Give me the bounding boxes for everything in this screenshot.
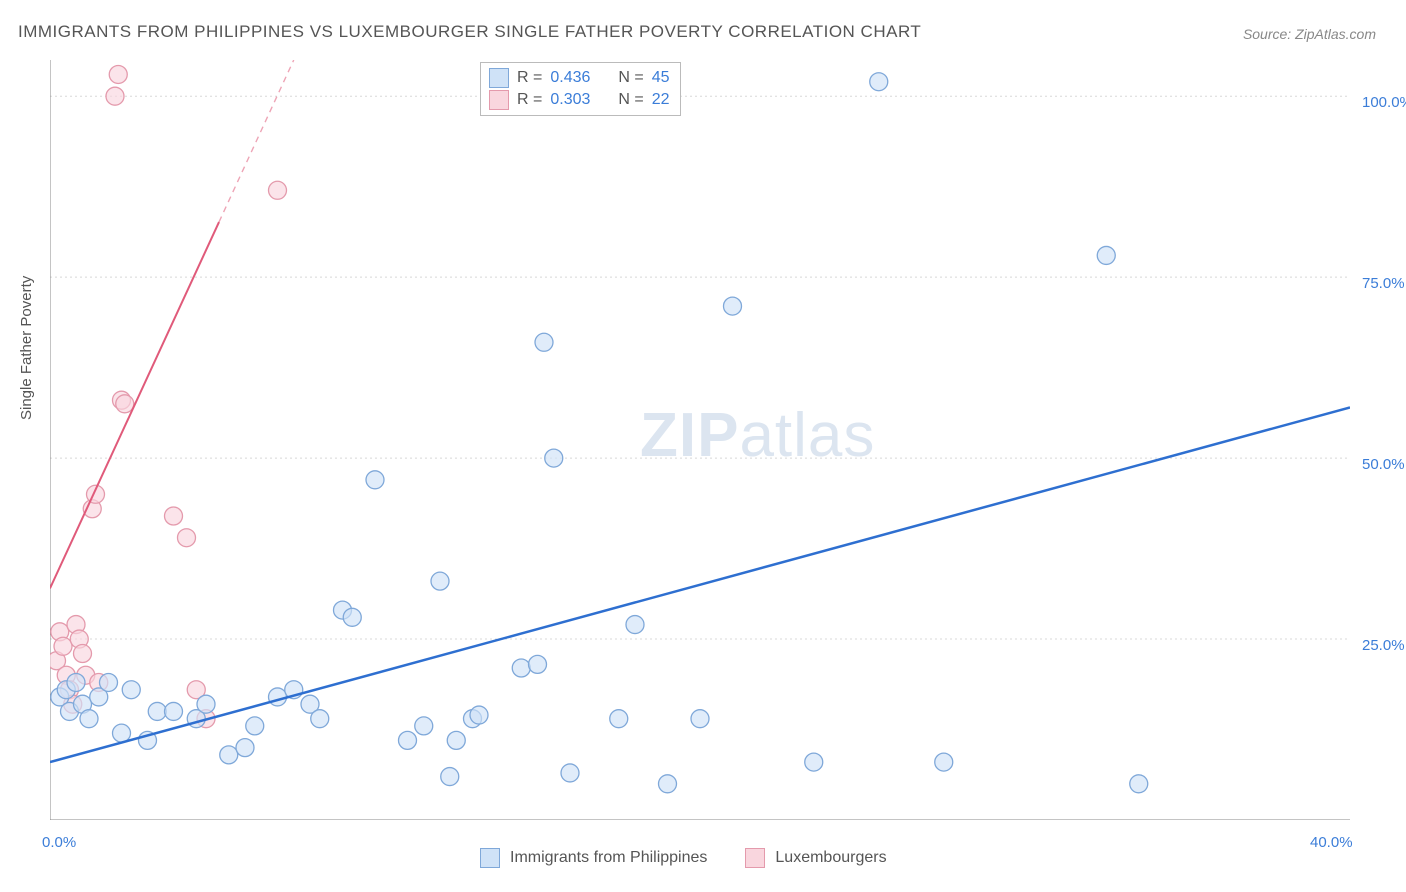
y-tick-label: 100.0% bbox=[1362, 94, 1406, 111]
legend-r-label: R = bbox=[517, 69, 542, 87]
legend-swatch bbox=[489, 90, 509, 110]
legend-n-label: N = bbox=[618, 91, 643, 109]
series-legend: Immigrants from Philippines Luxembourgers bbox=[480, 848, 915, 868]
legend-swatch bbox=[745, 848, 765, 868]
legend-series-label: Luxembourgers bbox=[775, 849, 886, 867]
legend-swatch bbox=[489, 68, 509, 88]
legend-series-label: Immigrants from Philippines bbox=[510, 849, 707, 867]
y-tick-label: 25.0% bbox=[1362, 637, 1405, 654]
legend-swatch bbox=[480, 848, 500, 868]
x-tick-label: 40.0% bbox=[1310, 834, 1353, 851]
x-tick-label: 0.0% bbox=[42, 834, 76, 851]
legend-n-value: 22 bbox=[652, 91, 670, 109]
y-tick-label: 75.0% bbox=[1362, 275, 1405, 292]
legend-row: R = 0.436 N = 45 bbox=[489, 67, 670, 89]
legend-r-value: 0.303 bbox=[550, 91, 590, 109]
legend-n-value: 45 bbox=[652, 69, 670, 87]
legend-r-label: R = bbox=[517, 91, 542, 109]
correlation-legend: R = 0.436 N = 45 R = 0.303 N = 22 bbox=[480, 62, 681, 116]
legend-n-label: N = bbox=[618, 69, 643, 87]
legend-row: R = 0.303 N = 22 bbox=[489, 89, 670, 111]
legend-r-value: 0.436 bbox=[550, 69, 590, 87]
y-axis-label: Single Father Poverty bbox=[18, 276, 35, 420]
source-attribution: Source: ZipAtlas.com bbox=[1243, 26, 1376, 42]
chart-area: 25.0%50.0%75.0%100.0%0.0%40.0% bbox=[50, 60, 1350, 820]
y-tick-label: 50.0% bbox=[1362, 456, 1405, 473]
chart-title: IMMIGRANTS FROM PHILIPPINES VS LUXEMBOUR… bbox=[18, 22, 921, 42]
scatter-plot bbox=[50, 60, 1350, 820]
